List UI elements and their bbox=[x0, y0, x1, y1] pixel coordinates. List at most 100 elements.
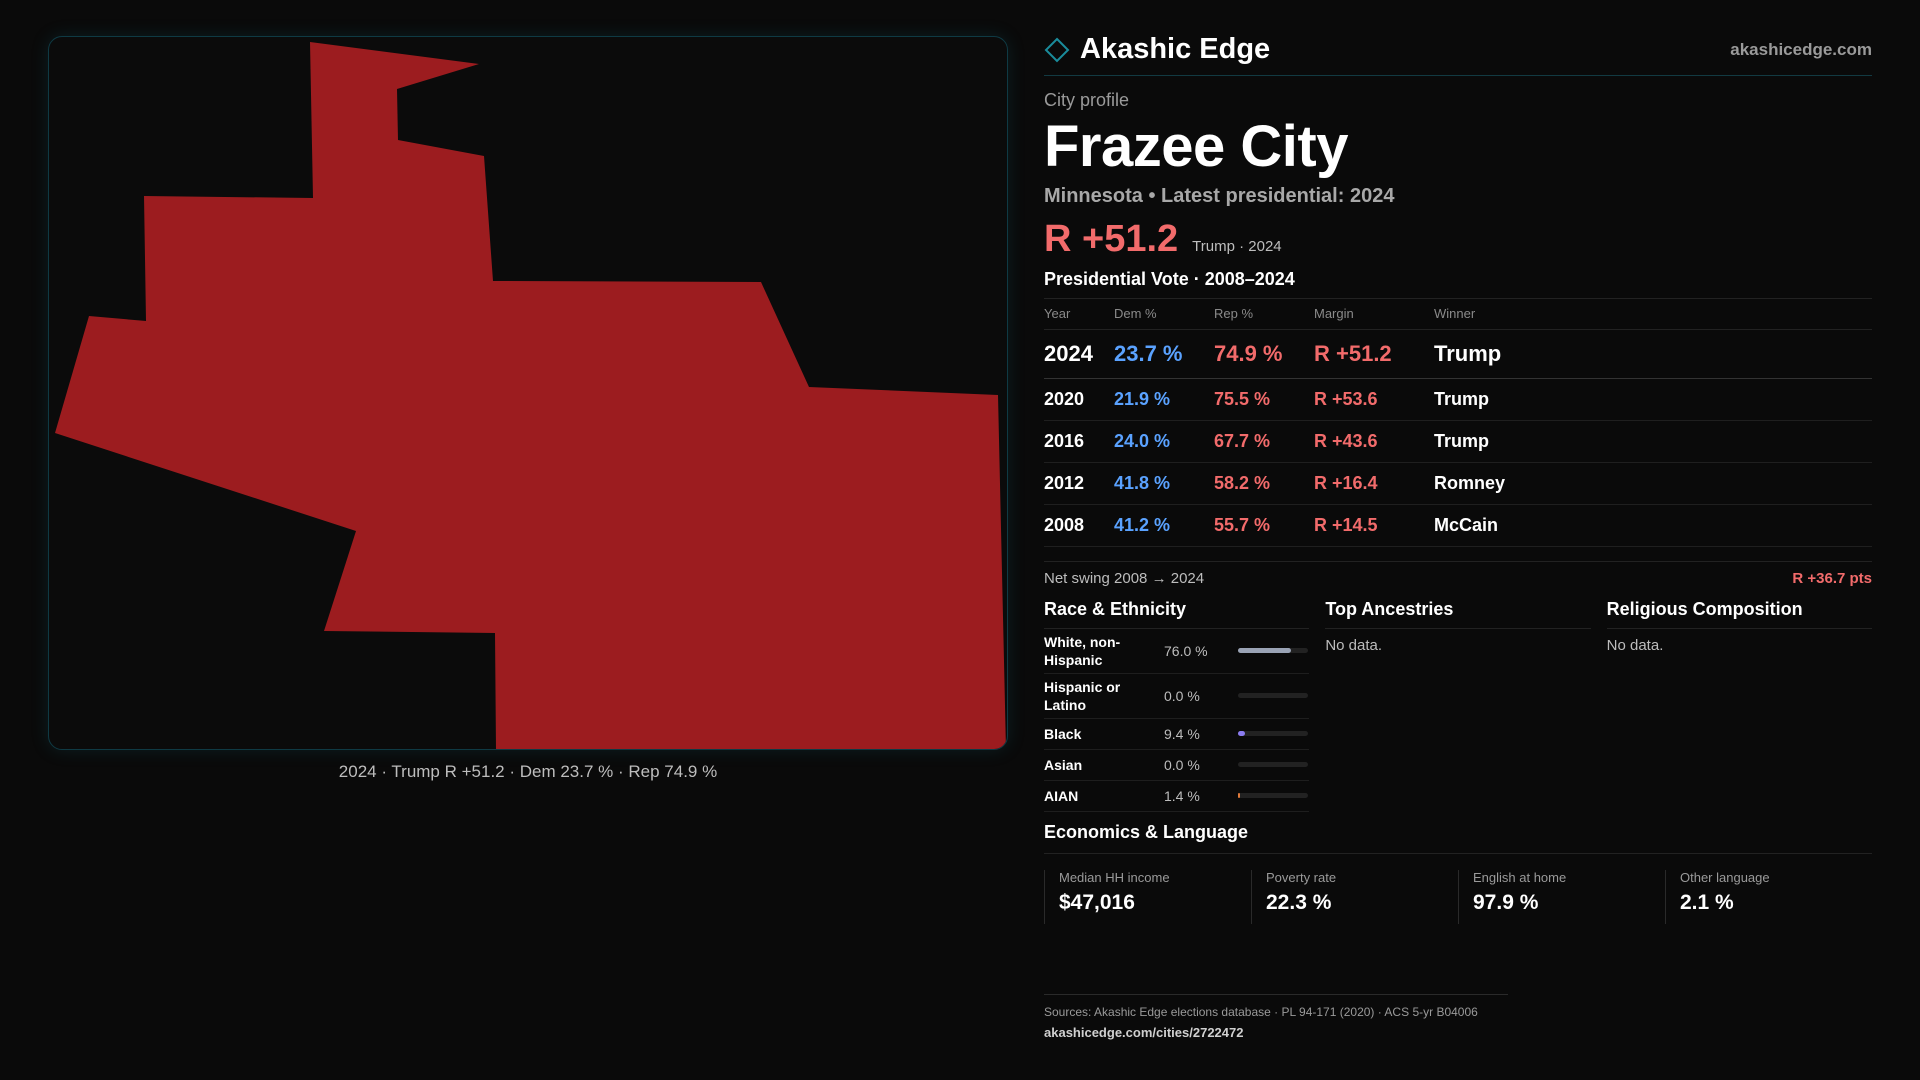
race-label: Asian bbox=[1044, 756, 1083, 773]
race-bar bbox=[1238, 693, 1308, 698]
rep-cell: 55.7 % bbox=[1214, 504, 1314, 547]
race-list: White, non-Hispanic 76.0 % Hispanic or L… bbox=[1044, 629, 1310, 812]
brand-header: Akashic Edge akashicedge.com bbox=[1044, 32, 1872, 76]
page-footer: Sources: Akashic Edge elections database… bbox=[1044, 994, 1508, 1040]
race-value: 1.4 % bbox=[1164, 787, 1200, 804]
column-header-dem: Dem % bbox=[1114, 299, 1214, 330]
year-cell: 2016 bbox=[1044, 420, 1114, 463]
stat-value: 22.3 % bbox=[1266, 890, 1332, 914]
column-header-winner: Winner bbox=[1434, 299, 1872, 330]
ancestries-panel: Top Ancestries No data. bbox=[1325, 599, 1591, 812]
stat-label: Median HH income bbox=[1059, 869, 1170, 885]
margin-cell: R +43.6 bbox=[1314, 420, 1434, 463]
year-cell: 2008 bbox=[1044, 504, 1114, 547]
winner-cell: Romney bbox=[1434, 462, 1872, 505]
stat-value: 97.9 % bbox=[1473, 890, 1539, 914]
race-value: 9.4 % bbox=[1164, 725, 1200, 742]
stat-median-income: Median HH income $47,016 bbox=[1044, 869, 1251, 924]
year-cell: 2024 bbox=[1044, 329, 1114, 379]
race-bar bbox=[1238, 793, 1308, 798]
ancestries-heading: Top Ancestries bbox=[1325, 599, 1591, 629]
margin-cell: R +16.4 bbox=[1314, 462, 1434, 505]
stat-value: $47,016 bbox=[1059, 890, 1135, 914]
dem-cell: 24.0 % bbox=[1114, 420, 1214, 463]
table-row: 2012 41.8 % 58.2 % R +16.4 Romney bbox=[1044, 462, 1872, 505]
race-value: 0.0 % bbox=[1164, 756, 1200, 773]
stat-label: Other language bbox=[1680, 869, 1770, 885]
latest-margin-value: R +51.2 bbox=[1044, 218, 1179, 260]
race-label: White, non-Hispanic bbox=[1044, 633, 1121, 668]
brand-url-link[interactable]: akashicedge.com bbox=[1730, 39, 1872, 59]
winner-cell: Trump bbox=[1434, 420, 1872, 463]
table-row: 2020 21.9 % 75.5 % R +53.6 Trump bbox=[1044, 378, 1872, 421]
race-row: Asian 0.0 % bbox=[1044, 750, 1310, 781]
stat-poverty-rate: Poverty rate 22.3 % bbox=[1251, 869, 1458, 924]
race-bar-fill bbox=[1238, 731, 1245, 736]
rep-cell: 58.2 % bbox=[1214, 462, 1314, 505]
winner-cell: McCain bbox=[1434, 504, 1872, 547]
economics-heading: Economics & Language bbox=[1044, 822, 1872, 854]
race-bar-fill bbox=[1238, 648, 1292, 653]
latest-margin: R +51.2 Trump · 2024 bbox=[1044, 218, 1872, 261]
net-swing: Net swing 2008 → 2024 R +36.7 pts bbox=[1044, 560, 1872, 587]
dem-cell: 21.9 % bbox=[1114, 378, 1214, 421]
latest-margin-note: Trump · 2024 bbox=[1192, 238, 1282, 255]
race-row: AIAN 1.4 % bbox=[1044, 781, 1310, 812]
race-label: Hispanic or Latino bbox=[1044, 678, 1121, 713]
race-heading: Race & Ethnicity bbox=[1044, 599, 1310, 629]
stat-english-at-home: English at home 97.9 % bbox=[1458, 869, 1665, 924]
footer-sources: Sources: Akashic Edge elections database… bbox=[1044, 1005, 1478, 1019]
profile-panel: Akashic Edge akashicedge.com City profil… bbox=[1044, 32, 1872, 924]
stat-label: Poverty rate bbox=[1266, 869, 1337, 885]
religion-empty: No data. bbox=[1606, 636, 1664, 654]
race-row: White, non-Hispanic 76.0 % bbox=[1044, 629, 1310, 674]
city-boundary-svg bbox=[55, 42, 1006, 749]
economics-stats: Median HH income $47,016 Poverty rate 22… bbox=[1044, 869, 1872, 924]
column-header-rep: Rep % bbox=[1214, 299, 1314, 330]
winner-cell: Trump bbox=[1434, 378, 1872, 421]
margin-cell: R +14.5 bbox=[1314, 504, 1434, 547]
table-row: 2008 41.2 % 55.7 % R +14.5 McCain bbox=[1044, 504, 1872, 547]
race-row: Black 9.4 % bbox=[1044, 719, 1310, 750]
net-swing-label: Net swing 2008 → 2024 bbox=[1044, 569, 1205, 587]
stat-value: 2.1 % bbox=[1680, 890, 1734, 914]
city-boundary-shape bbox=[55, 42, 1006, 749]
race-bar-fill bbox=[1238, 793, 1240, 798]
page-kicker: City profile bbox=[1044, 90, 1130, 110]
rep-cell: 74.9 % bbox=[1214, 329, 1314, 379]
presidential-vote-table: Year Dem % Rep % Margin Winner 2024 23.7… bbox=[1044, 299, 1872, 547]
race-value: 76.0 % bbox=[1164, 642, 1208, 659]
ancestries-empty: No data. bbox=[1325, 636, 1383, 654]
table-row: 2016 24.0 % 67.7 % R +43.6 Trump bbox=[1044, 420, 1872, 463]
vote-section-heading: Presidential Vote · 2008–2024 bbox=[1044, 269, 1872, 299]
race-label: AIAN bbox=[1044, 787, 1079, 804]
rep-cell: 75.5 % bbox=[1214, 378, 1314, 421]
map-caption: 2024 · Trump R +51.2 · Dem 23.7 % · Rep … bbox=[338, 762, 718, 781]
rep-cell: 67.7 % bbox=[1214, 420, 1314, 463]
diamond-outline-icon bbox=[1044, 37, 1070, 63]
dem-cell: 23.7 % bbox=[1114, 329, 1214, 379]
dem-cell: 41.2 % bbox=[1114, 504, 1214, 547]
race-value: 0.0 % bbox=[1164, 687, 1200, 704]
page-subtitle: Minnesota • Latest presidential: 2024 bbox=[1044, 185, 1395, 207]
column-header-year: Year bbox=[1044, 299, 1114, 330]
winner-cell: Trump bbox=[1434, 329, 1872, 379]
year-cell: 2012 bbox=[1044, 462, 1114, 505]
net-swing-value: R +36.7 pts bbox=[1792, 569, 1872, 587]
margin-cell: R +51.2 bbox=[1314, 329, 1434, 379]
dem-cell: 41.8 % bbox=[1114, 462, 1214, 505]
race-bar bbox=[1238, 731, 1308, 736]
race-ethnicity-panel: Race & Ethnicity White, non-Hispanic 76.… bbox=[1044, 599, 1310, 812]
religion-heading: Religious Composition bbox=[1606, 599, 1872, 629]
footer-url-link[interactable]: akashicedge.com/cities/2722472 bbox=[1044, 1025, 1244, 1040]
race-row: Hispanic or Latino 0.0 % bbox=[1044, 674, 1310, 719]
race-label: Black bbox=[1044, 725, 1082, 742]
stat-label: English at home bbox=[1473, 869, 1567, 885]
city-boundary-map[interactable] bbox=[48, 36, 1008, 750]
brand-name[interactable]: Akashic Edge bbox=[1080, 33, 1271, 65]
stat-other-language: Other language 2.1 % bbox=[1665, 869, 1872, 924]
race-bar bbox=[1238, 762, 1308, 767]
year-cell: 2020 bbox=[1044, 378, 1114, 421]
column-header-margin: Margin bbox=[1314, 299, 1434, 330]
table-header-row: Year Dem % Rep % Margin Winner bbox=[1044, 299, 1872, 330]
